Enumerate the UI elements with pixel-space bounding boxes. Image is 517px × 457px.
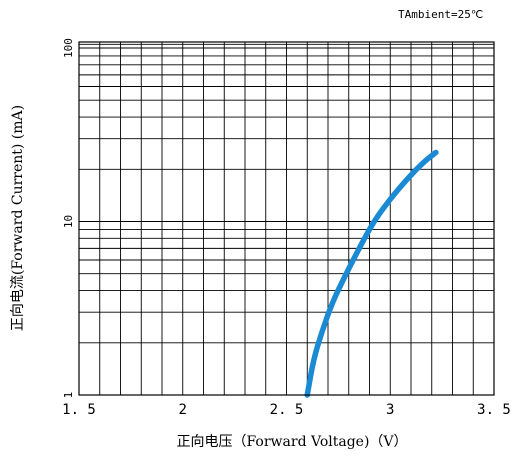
y-tick-label: 10 xyxy=(62,215,75,228)
x-tick-label: 2. 5 xyxy=(270,402,304,418)
series-layer xyxy=(304,149,439,398)
y-tick-label: 100 xyxy=(62,38,75,58)
plot-frame xyxy=(78,41,495,396)
y-tick-labels: 1 10 100 xyxy=(62,38,75,398)
series-line-0 xyxy=(304,149,439,398)
x-axis-title: 正向电压（Forward Voltage)（V） xyxy=(176,434,407,450)
grid-lines xyxy=(79,42,494,395)
x-tick-label: 2 xyxy=(179,402,187,418)
y-tick-label: 1 xyxy=(62,392,75,399)
x-tick-label: 3 xyxy=(386,402,394,418)
x-tick-label: 1. 5 xyxy=(62,402,96,418)
annotation-ambient-temp: TAmbient=25℃ xyxy=(398,8,483,21)
y-axis-title: 正向电流(Forward Current) (mA) xyxy=(10,105,26,331)
x-tick-labels: 1. 5 2 2. 5 3 3. 5 xyxy=(62,402,511,418)
x-tick-label: 3. 5 xyxy=(477,402,511,418)
